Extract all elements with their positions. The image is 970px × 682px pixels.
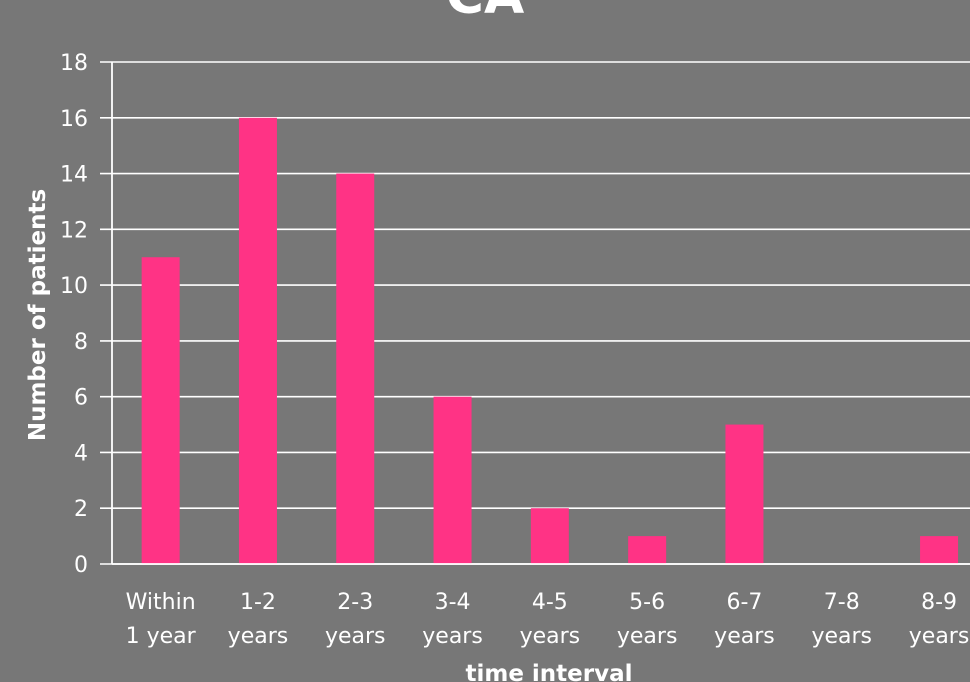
x-category-label: 1-2 [240, 590, 276, 615]
y-tick-label: 8 [74, 330, 88, 355]
y-tick-label: 6 [74, 386, 88, 411]
x-axis-labels: Within 1 year 1-2 years 2-3 years 3-4 years 4-5 y… [126, 590, 970, 649]
bar [336, 173, 375, 565]
x-category-label: 7-8 [824, 590, 860, 615]
bar [725, 424, 764, 564]
x-category-label: 2-3 [337, 590, 373, 615]
x-axis-title: time interval [465, 661, 632, 682]
y-tick-label: 12 [60, 218, 88, 243]
x-category-label: years [520, 624, 581, 649]
x-category-label: years [228, 624, 289, 649]
bar [628, 536, 667, 564]
y-tick-label: 16 [60, 107, 88, 132]
y-axis-ticks: 0 2 4 6 8 10 12 14 16 18 [60, 51, 88, 578]
x-category-label: 3-4 [435, 590, 471, 615]
x-category-label: years [909, 624, 970, 649]
x-category-label: 5-6 [629, 590, 665, 615]
x-category-label: 8-9 [921, 590, 957, 615]
x-category-label: Within [126, 590, 196, 615]
chart-title: CA [0, 0, 970, 26]
bar [141, 257, 180, 564]
x-category-label: 6-7 [726, 590, 762, 615]
bar [433, 396, 472, 564]
gridlines [100, 61, 970, 565]
y-tick-label: 18 [60, 51, 88, 76]
x-category-label: years [325, 624, 386, 649]
bar [920, 536, 959, 564]
x-category-label: years [617, 624, 678, 649]
bars [141, 117, 959, 565]
bar [530, 508, 569, 564]
x-category-label: years [714, 624, 775, 649]
y-tick-label: 2 [74, 497, 88, 522]
y-tick-label: 14 [60, 163, 88, 188]
x-category-label: years [422, 624, 483, 649]
y-axis-title: Number of patients [25, 189, 51, 441]
x-category-label: years [811, 624, 872, 649]
x-category-label: 4-5 [532, 590, 568, 615]
x-category-label: 1 year [126, 624, 197, 649]
y-tick-label: 0 [74, 553, 88, 578]
y-tick-label: 4 [74, 441, 88, 466]
y-tick-label: 10 [60, 274, 88, 299]
bar [238, 117, 277, 565]
